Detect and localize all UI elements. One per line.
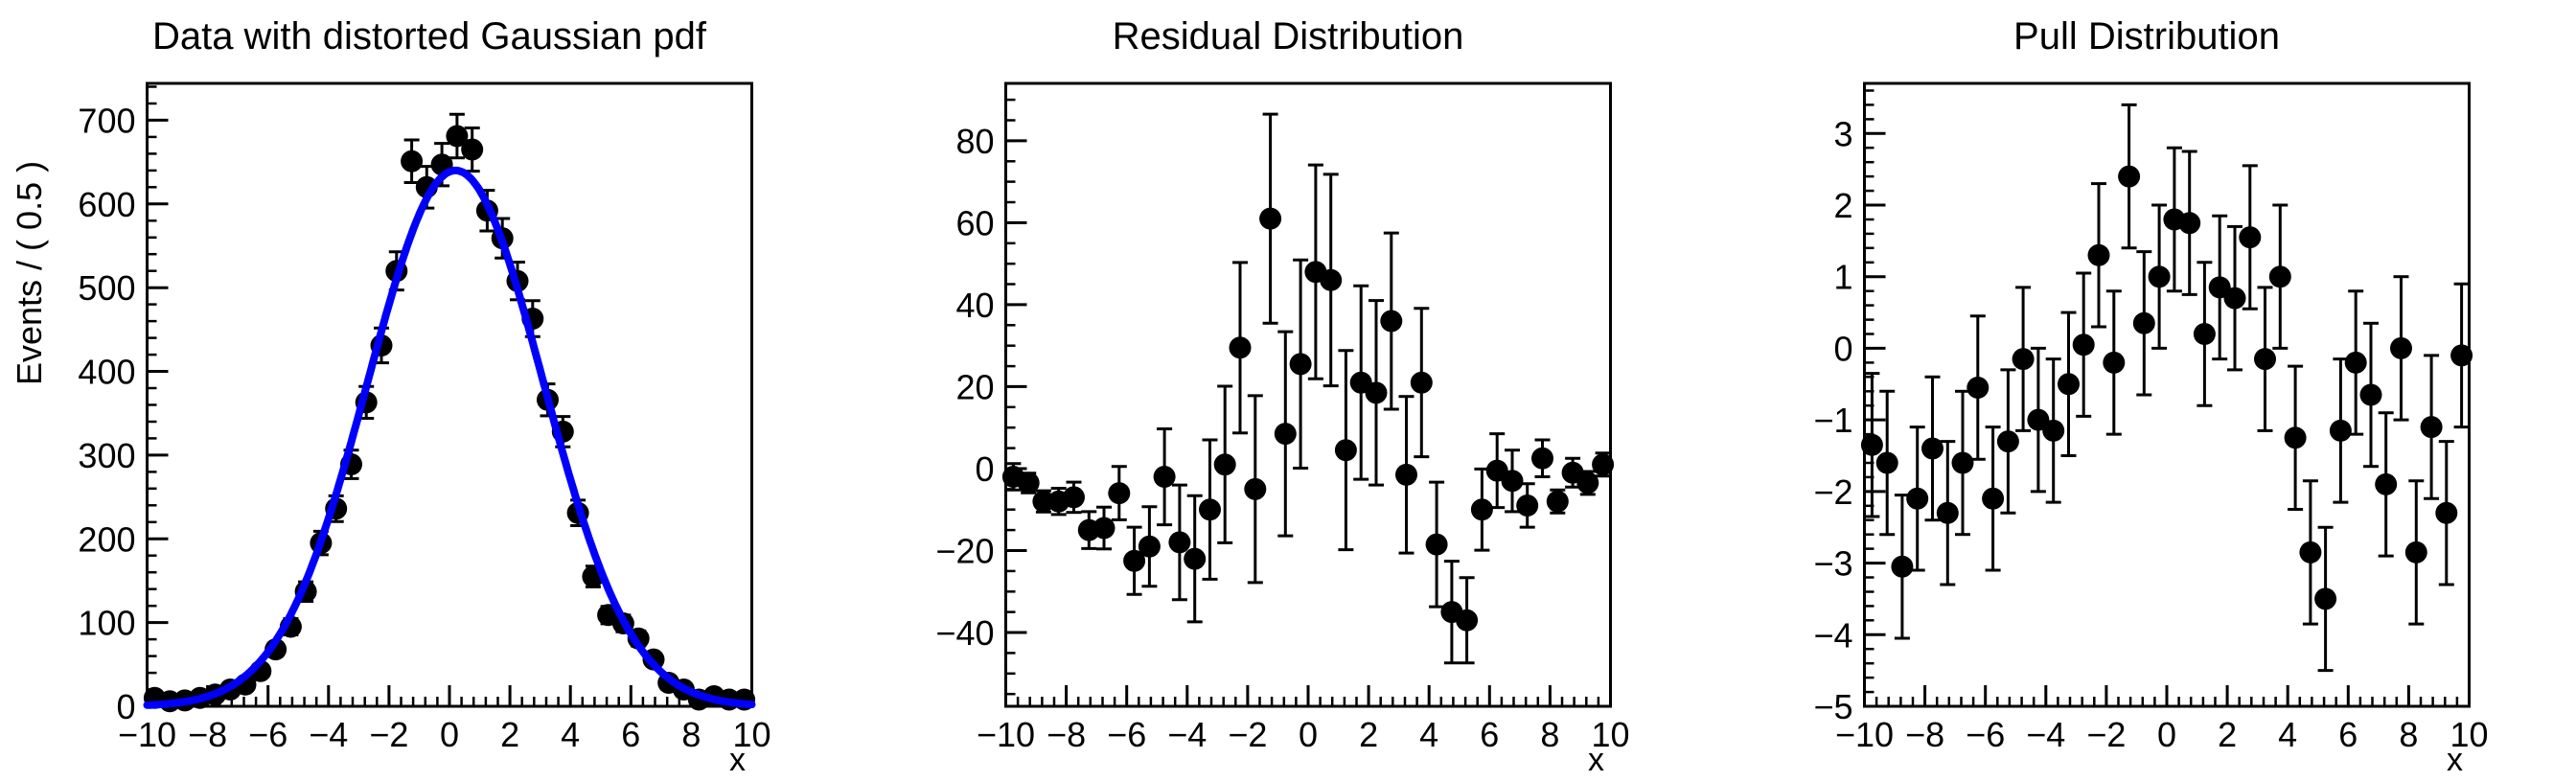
plot-title-residual: Residual Distribution bbox=[1112, 15, 1464, 58]
svg-text:−6: −6 bbox=[248, 715, 288, 754]
svg-text:6: 6 bbox=[621, 715, 640, 754]
svg-text:60: 60 bbox=[955, 203, 994, 242]
svg-text:−4: −4 bbox=[309, 715, 348, 754]
svg-text:0: 0 bbox=[116, 687, 135, 726]
pad-residual-distribution: −10 −8 −6 −4 −2 0 2 4 6 8 10 −40 −20 0 20 40 60 80 Residu… bbox=[859, 0, 1717, 782]
svg-text:100: 100 bbox=[78, 604, 135, 643]
svg-text:−1: −1 bbox=[1813, 401, 1852, 440]
svg-text:8: 8 bbox=[681, 715, 701, 754]
svg-text:10: 10 bbox=[2450, 715, 2488, 754]
x-axis-title-residual-plot: x bbox=[1588, 742, 1604, 778]
svg-text:0: 0 bbox=[1833, 329, 1852, 368]
plot-title-data: Data with distorted Gaussian pdf bbox=[151, 15, 707, 58]
svg-text:−20: −20 bbox=[935, 532, 994, 571]
pad-data-distribution: −10 −8 −6 −4 −2 0 2 4 6 8 10 0 100 200 300 400 500 600 700… bbox=[0, 0, 859, 782]
svg-text:−10: −10 bbox=[977, 715, 1035, 754]
svg-text:1: 1 bbox=[1833, 258, 1852, 297]
svg-text:2: 2 bbox=[2218, 715, 2237, 754]
svg-text:−2: −2 bbox=[1813, 472, 1852, 512]
svg-text:4: 4 bbox=[2278, 715, 2297, 754]
svg-text:700: 700 bbox=[78, 101, 135, 140]
svg-text:0: 0 bbox=[1299, 715, 1318, 754]
svg-text:6: 6 bbox=[1480, 715, 1499, 754]
svg-text:500: 500 bbox=[78, 268, 135, 308]
svg-text:−5: −5 bbox=[1813, 687, 1852, 726]
svg-text:40: 40 bbox=[955, 286, 994, 325]
svg-text:0: 0 bbox=[2157, 715, 2176, 754]
svg-text:−2: −2 bbox=[2086, 715, 2126, 754]
svg-text:0: 0 bbox=[975, 449, 994, 489]
svg-text:8: 8 bbox=[2399, 715, 2418, 754]
svg-text:−8: −8 bbox=[1046, 715, 1086, 754]
y-axis-title-events: Events / ( 0.5 ) bbox=[10, 160, 49, 385]
svg-text:4: 4 bbox=[561, 715, 580, 754]
svg-text:2: 2 bbox=[1359, 715, 1378, 754]
svg-text:600: 600 bbox=[78, 185, 135, 224]
svg-text:0: 0 bbox=[440, 715, 459, 754]
svg-text:−4: −4 bbox=[2026, 715, 2065, 754]
svg-text:4: 4 bbox=[1419, 715, 1438, 754]
svg-text:−6: −6 bbox=[1966, 715, 2005, 754]
pad-pull-distribution: −10 −8 −6 −4 −2 0 2 4 6 8 10 −5 −4 −3 −2 −1 0 1 2 3 Pull Di… bbox=[1717, 0, 2576, 782]
svg-text:10: 10 bbox=[1591, 715, 1629, 754]
svg-text:300: 300 bbox=[78, 436, 135, 475]
svg-text:200: 200 bbox=[78, 519, 135, 559]
svg-text:−10: −10 bbox=[118, 715, 176, 754]
svg-text:6: 6 bbox=[2338, 715, 2358, 754]
svg-text:−2: −2 bbox=[1228, 715, 1267, 754]
svg-text:−2: −2 bbox=[369, 715, 408, 754]
svg-text:−8: −8 bbox=[188, 715, 227, 754]
svg-text:−3: −3 bbox=[1813, 544, 1852, 584]
svg-text:−40: −40 bbox=[935, 613, 994, 653]
svg-text:−4: −4 bbox=[1167, 715, 1207, 754]
svg-text:−4: −4 bbox=[1813, 615, 1852, 655]
plot-title-pull: Pull Distribution bbox=[2013, 15, 2280, 58]
svg-text:8: 8 bbox=[1540, 715, 1559, 754]
x-axis-title-data-plot: x bbox=[729, 742, 746, 778]
svg-text:−10: −10 bbox=[1835, 715, 1894, 754]
svg-text:80: 80 bbox=[955, 122, 994, 161]
svg-text:−8: −8 bbox=[1905, 715, 1944, 754]
x-axis-title-pull-plot: x bbox=[2447, 742, 2463, 778]
svg-text:2: 2 bbox=[500, 715, 519, 754]
svg-text:10: 10 bbox=[732, 715, 770, 754]
svg-text:2: 2 bbox=[1833, 186, 1852, 225]
svg-text:−6: −6 bbox=[1107, 715, 1146, 754]
svg-text:400: 400 bbox=[78, 353, 135, 392]
svg-text:20: 20 bbox=[955, 367, 994, 406]
svg-text:3: 3 bbox=[1833, 114, 1852, 153]
